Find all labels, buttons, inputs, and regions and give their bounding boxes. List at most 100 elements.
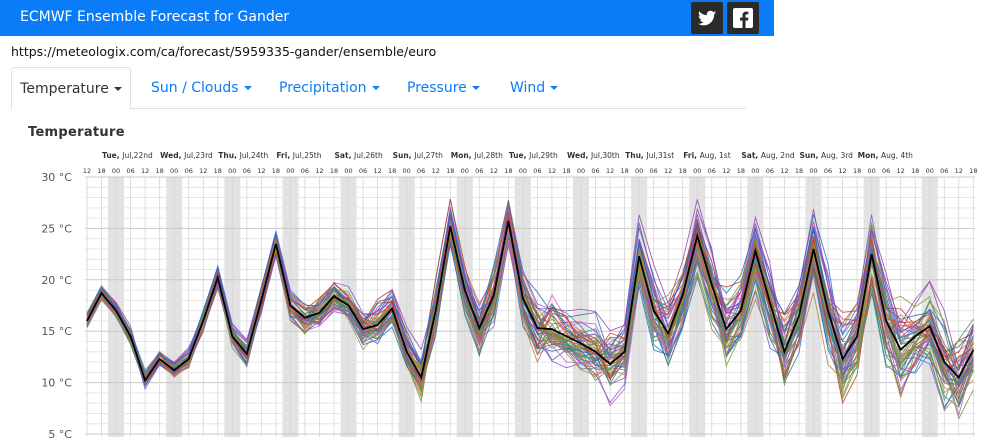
tab-label: Pressure: [407, 80, 467, 96]
facebook-icon: [733, 8, 753, 29]
hour-tick-label: 00: [693, 167, 701, 175]
hour-tick-label: 00: [635, 167, 643, 175]
tab-wind[interactable]: Wind: [510, 67, 559, 107]
caret-down-icon: [243, 86, 252, 90]
facebook-button[interactable]: [727, 2, 759, 34]
y-tick-label: 20 °C: [41, 274, 72, 287]
hour-tick-label: 12: [141, 167, 149, 175]
tab-pressure[interactable]: Pressure: [407, 67, 480, 107]
hour-tick-label: 06: [243, 167, 251, 175]
hour-tick-label: 06: [185, 167, 193, 175]
hour-tick-label: 12: [315, 167, 323, 175]
hour-tick-label: 18: [388, 167, 396, 175]
hour-tick-label: 06: [533, 167, 541, 175]
ensemble-member-line: [86, 222, 974, 403]
tab-label: Precipitation: [279, 80, 367, 96]
hour-tick-label: 00: [403, 167, 411, 175]
caret-down-icon: [471, 86, 480, 90]
y-tick-label: 5 °C: [48, 428, 72, 441]
tab-precipitation[interactable]: Precipitation: [279, 67, 380, 107]
tab-sun-clouds[interactable]: Sun / Clouds: [151, 67, 252, 107]
hour-tick-label: 00: [751, 167, 759, 175]
hour-tick-label: 00: [519, 167, 527, 175]
y-tick-label: 10 °C: [41, 377, 72, 390]
header-bar: ECMWF Ensemble Forecast for Gander: [0, 0, 774, 36]
hour-tick-label: 18: [620, 167, 628, 175]
hour-tick-label: 12: [955, 167, 963, 175]
day-label: Mon, Aug, 4th: [858, 151, 914, 160]
hour-tick-label: 18: [214, 167, 222, 175]
hour-tick-label: 06: [359, 167, 367, 175]
hour-tick-label: 18: [969, 167, 977, 175]
ensemble-member-line: [86, 209, 974, 382]
ensemble-member-line: [86, 232, 974, 394]
hour-tick-label: 06: [940, 167, 948, 175]
hour-tick-label: 18: [272, 167, 280, 175]
tab-label: Sun / Clouds: [151, 80, 239, 96]
hour-tick-label: 12: [897, 167, 905, 175]
hour-tick-label: 00: [170, 167, 178, 175]
hour-tick-label: 12: [199, 167, 207, 175]
hour-tick-label: 06: [824, 167, 832, 175]
hour-tick-label: 06: [766, 167, 774, 175]
hour-tick-label: 06: [882, 167, 890, 175]
hour-tick-label: 06: [301, 167, 309, 175]
hour-tick-label: 12: [432, 167, 440, 175]
hour-tick-label: 18: [795, 167, 803, 175]
hour-tick-label: 00: [228, 167, 236, 175]
day-label: Tue, Jul,29th: [509, 151, 558, 160]
hour-tick-label: 12: [838, 167, 846, 175]
hour-tick-label: 06: [591, 167, 599, 175]
tab-temperature[interactable]: Temperature: [11, 67, 131, 110]
day-label: Sat, Aug, 2nd: [741, 151, 794, 160]
hour-tick-label: 00: [344, 167, 352, 175]
twitter-button[interactable]: [691, 2, 723, 34]
hour-tick-label: 00: [461, 167, 469, 175]
hour-tick-label: 18: [562, 167, 570, 175]
hour-tick-label: 06: [126, 167, 134, 175]
hour-tick-label: 06: [708, 167, 716, 175]
hour-tick-label: 00: [577, 167, 585, 175]
hour-tick-label: 18: [504, 167, 512, 175]
ensemble-mean-line: [86, 221, 975, 383]
day-label: Wed, Jul,23rd: [160, 151, 213, 160]
y-tick-label: 25 °C: [41, 222, 72, 235]
ensemble-member-line: [86, 220, 974, 405]
hour-tick-label: 12: [548, 167, 556, 175]
hour-tick-label: 12: [83, 167, 91, 175]
hour-tick-label: 18: [330, 167, 338, 175]
hour-tick-label: 12: [780, 167, 788, 175]
caret-down-icon: [371, 86, 380, 90]
ensemble-member-line: [86, 227, 974, 412]
chart-title: Temperature: [28, 125, 125, 140]
hour-tick-label: 00: [926, 167, 934, 175]
day-label: Sun, Aug, 3rd: [800, 151, 854, 160]
day-label: Fri, Aug, 1st: [683, 151, 730, 160]
tab-label: Temperature: [20, 81, 109, 97]
caret-down-icon: [113, 87, 122, 91]
day-label: Sat, Jul,26th: [335, 151, 383, 160]
hour-tick-label: 06: [650, 167, 658, 175]
tab-label: Wind: [510, 80, 546, 96]
day-label: Tue, Jul,22nd: [102, 151, 153, 160]
hour-tick-label: 18: [97, 167, 105, 175]
hour-tick-label: 00: [809, 167, 817, 175]
hour-tick-label: 18: [446, 167, 454, 175]
y-tick-label: 15 °C: [41, 325, 72, 338]
day-label: Wed, Jul,30th: [567, 151, 620, 160]
day-label: Mon, Jul,28th: [451, 151, 503, 160]
hour-tick-label: 12: [373, 167, 381, 175]
day-label: Sun, Jul,27th: [393, 151, 443, 160]
hour-tick-label: 12: [664, 167, 672, 175]
hour-tick-label: 18: [737, 167, 745, 175]
hour-tick-label: 18: [156, 167, 164, 175]
hour-tick-label: 06: [417, 167, 425, 175]
hour-tick-label: 06: [475, 167, 483, 175]
hour-tick-label: 00: [867, 167, 875, 175]
hour-tick-label: 00: [112, 167, 120, 175]
tab-bar: Temperature Sun / Clouds Precipitation P…: [11, 67, 746, 110]
hour-tick-label: 18: [679, 167, 687, 175]
hour-tick-label: 12: [606, 167, 614, 175]
day-label: Thu, Jul,24th: [218, 151, 268, 160]
day-label: Fri, Jul,25th: [276, 151, 321, 160]
